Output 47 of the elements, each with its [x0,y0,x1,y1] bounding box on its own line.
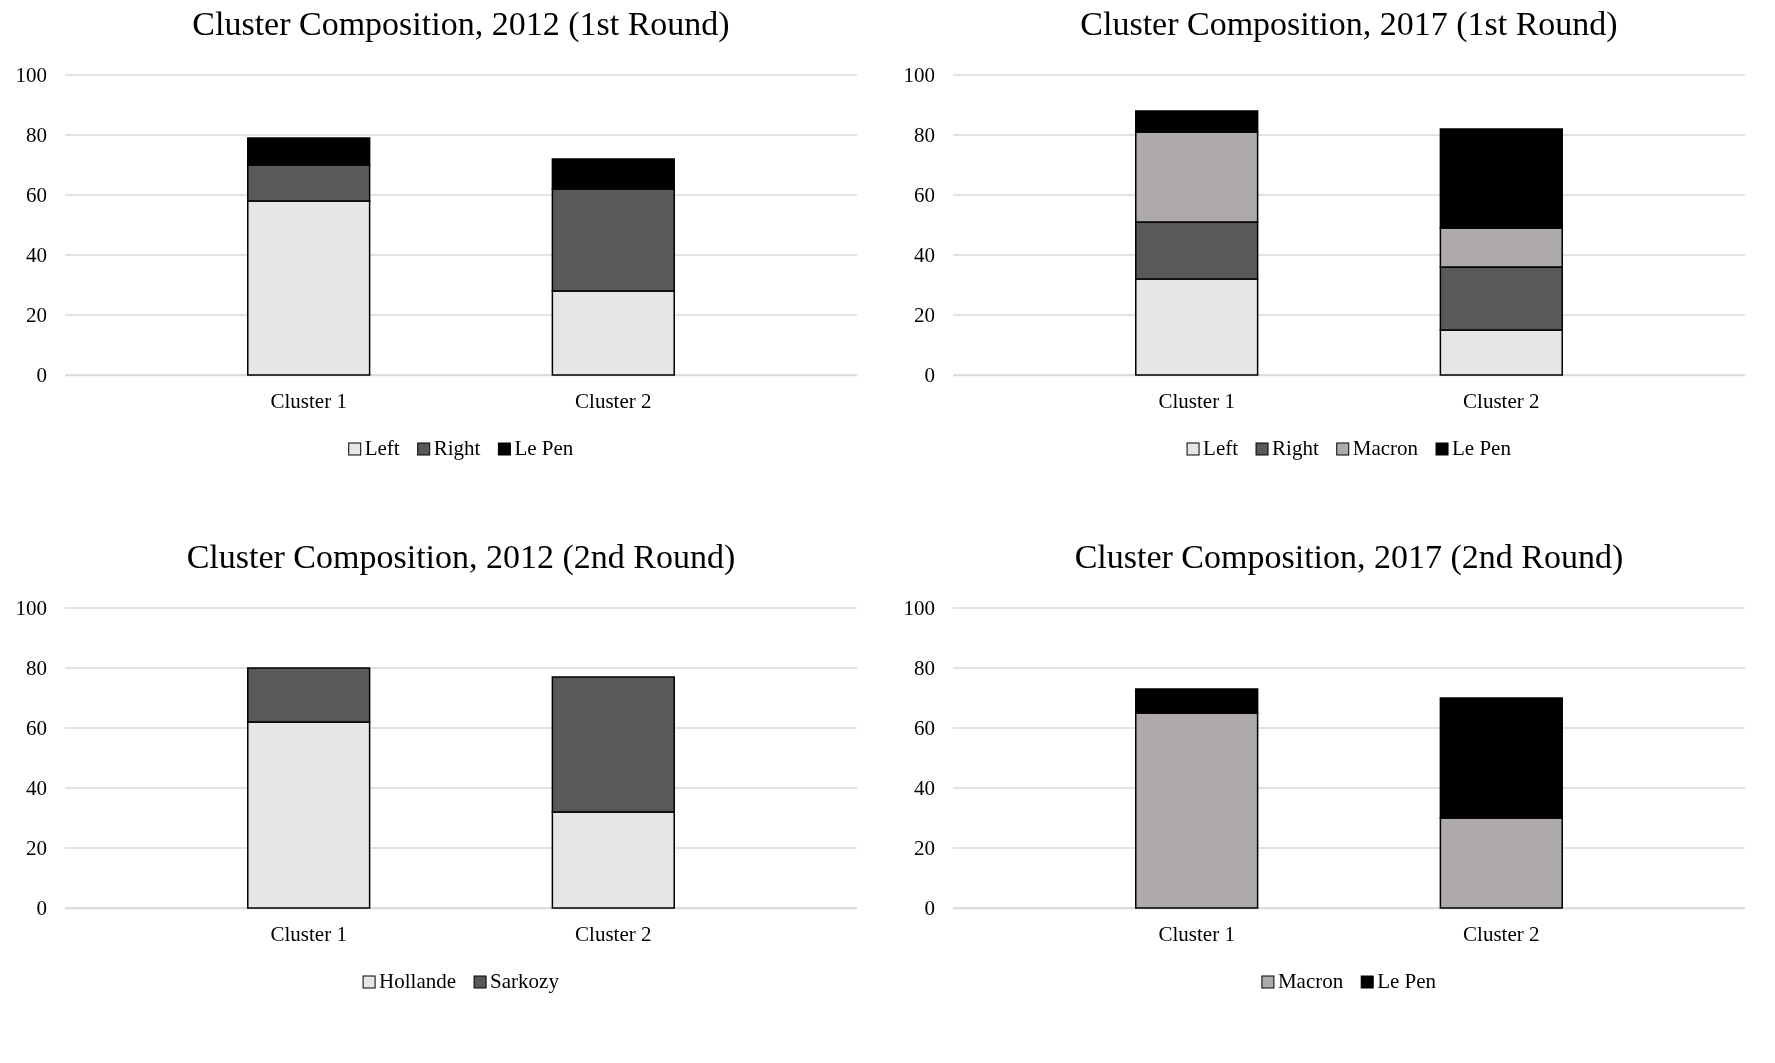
y-tick-label: 0 [36,896,47,921]
y-tick-label: 80 [26,656,47,681]
y-tick-label: 40 [914,776,935,801]
legend-label: Sarkozy [490,969,560,993]
x-tick-label: Cluster 2 [575,388,652,413]
y-tick-label: 100 [903,596,935,621]
legend-label: Hollande [379,969,457,993]
y-tick-label: 0 [924,363,935,388]
y-tick-label: 20 [26,303,47,328]
y-tick-label: 100 [903,63,935,88]
x-tick-label: Cluster 2 [1463,388,1540,413]
x-tick-label: Cluster 1 [270,388,347,413]
chart-title: Cluster Composition, 2017 (1st Round) [1080,5,1618,43]
y-tick-label: 60 [914,183,935,208]
y-tick-label: 20 [914,836,935,861]
legend-label: Left [1203,436,1239,460]
y-tick-label: 40 [26,776,47,801]
x-tick-label: Cluster 2 [575,921,652,946]
y-tick-label: 20 [26,836,47,861]
y-tick-label: 80 [914,656,935,681]
y-tick-label: 100 [15,63,47,88]
chart-title: Cluster Composition, 2017 (2nd Round) [1074,538,1624,576]
y-tick-label: 60 [26,183,47,208]
y-tick-label: 80 [914,123,935,148]
x-tick-label: Cluster 2 [1463,921,1540,946]
chart-title: Cluster Composition, 2012 (1st Round) [192,5,730,43]
y-tick-label: 60 [914,716,935,741]
legend-label: Le Pen [1377,969,1437,993]
chart-title: Cluster Composition, 2012 (2nd Round) [186,538,736,576]
y-tick-label: 0 [924,896,935,921]
legend-label: Right [433,436,481,460]
y-tick-label: 60 [26,716,47,741]
y-tick-label: 80 [26,123,47,148]
legend-label: Macron [1277,969,1344,993]
y-tick-label: 40 [26,243,47,268]
y-tick-label: 20 [914,303,935,328]
y-tick-label: 40 [914,243,935,268]
x-tick-label: Cluster 1 [1158,921,1235,946]
legend-label: Macron [1352,436,1419,460]
legend-label: Right [1272,436,1319,460]
x-tick-label: Cluster 1 [1158,388,1235,413]
legend-label: Left [364,436,400,460]
x-tick-label: Cluster 1 [270,921,347,946]
y-tick-label: 0 [36,363,47,388]
y-tick-label: 100 [15,596,47,621]
legend-label: Le Pen [514,436,574,460]
legend-label: Le Pen [1452,436,1512,460]
